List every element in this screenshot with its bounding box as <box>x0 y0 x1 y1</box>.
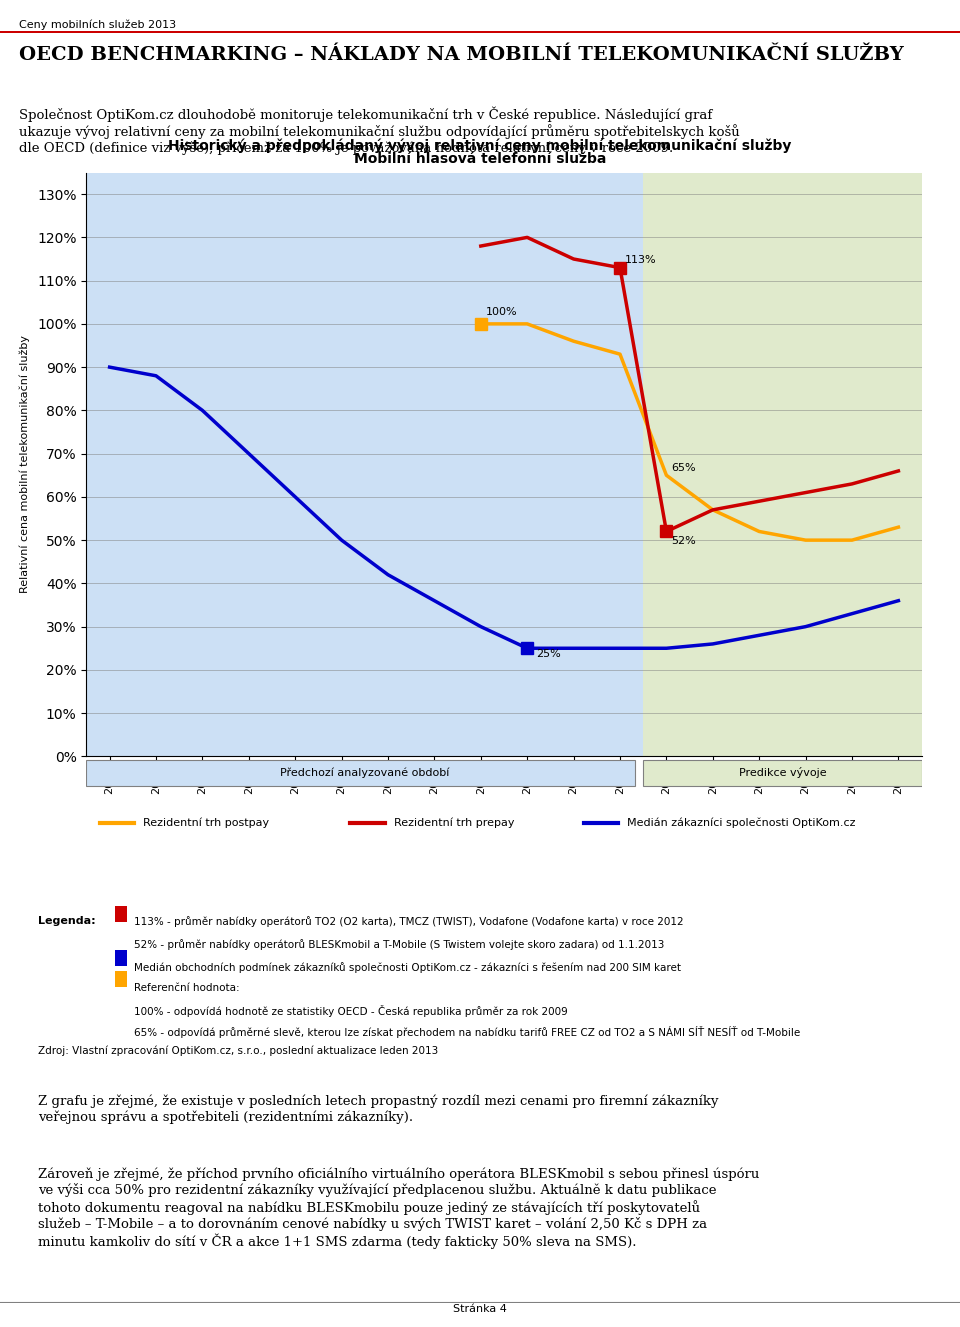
Y-axis label: Relativní cena mobilní telekomunikační služby: Relativní cena mobilní telekomunikační s… <box>19 336 30 593</box>
FancyBboxPatch shape <box>643 759 922 786</box>
Text: 65%: 65% <box>671 463 696 472</box>
Text: 100% - odpovídá hodnotě ze statistiky OECD - Česká republika průměr za rok 2009: 100% - odpovídá hodnotě ze statistiky OE… <box>134 1005 568 1016</box>
Text: Zdroj: Vlastní zpracování OptiKom.cz, s.r.o., poslední aktualizace leden 2013: Zdroj: Vlastní zpracování OptiKom.cz, s.… <box>38 1046 439 1056</box>
Text: Předchozí analyzované období: Předchozí analyzované období <box>280 768 449 778</box>
Text: 113%: 113% <box>625 255 657 265</box>
Text: Rezidentní trh postpay: Rezidentní trh postpay <box>143 817 269 828</box>
Text: Medián zákazníci společnosti OptiKom.cz: Medián zákazníci společnosti OptiKom.cz <box>627 817 855 828</box>
Text: Mobilní hlasová telefonní služba: Mobilní hlasová telefonní služba <box>354 151 606 166</box>
Text: Medián obchodních podmínek zákazníků společnosti OptiKom.cz - zákazníci s řešení: Medián obchodních podmínek zákazníků spo… <box>134 962 682 973</box>
Text: 113% - průměr nabídky operátorů TO2 (O2 karta), TMCZ (TWIST), Vodafone (Vodafone: 113% - průměr nabídky operátorů TO2 (O2 … <box>134 916 684 926</box>
Bar <box>643 173 922 756</box>
Text: 100%: 100% <box>486 308 517 317</box>
Text: Legenda:: Legenda: <box>38 916 96 926</box>
Text: 65% - odpovídá průměrné slevě, kterou lze získat přechodem na nabídku tarifů FRE: 65% - odpovídá průměrné slevě, kterou lz… <box>134 1026 801 1038</box>
Text: 52%: 52% <box>671 536 696 547</box>
Text: 25%: 25% <box>537 649 562 660</box>
FancyBboxPatch shape <box>86 759 635 786</box>
Text: OECD BENCHMARKING – NÁKLADY NA MOBILNÍ TELEKOMUNIKAČNÍ SLUŽBY: OECD BENCHMARKING – NÁKLADY NA MOBILNÍ T… <box>19 46 904 65</box>
Text: Predikce vývoje: Predikce vývoje <box>738 767 827 779</box>
Text: Ceny mobilních služeb 2013: Ceny mobilních služeb 2013 <box>19 20 177 31</box>
Text: Stránka 4: Stránka 4 <box>453 1303 507 1314</box>
Text: Referenční hodnota:: Referenční hodnota: <box>134 983 240 994</box>
Text: Rezidentní trh prepay: Rezidentní trh prepay <box>394 817 515 828</box>
Text: 52% - průměr nabídky operátorů BLESKmobil a T-Mobile (S Twistem volejte skoro za: 52% - průměr nabídky operátorů BLESKmobi… <box>134 940 664 950</box>
Text: Společnost OptiKom.cz dlouhodobě monitoruje telekomunikační trh v České republic: Společnost OptiKom.cz dlouhodobě monitor… <box>19 106 740 155</box>
Text: Z grafu je zřejmé, že existuje v posledních letech propastný rozdíl mezi cenami : Z grafu je zřejmé, že existuje v posledn… <box>38 1095 719 1124</box>
Text: Zároveň je zřejmé, že příchod prvního oficiálního virtuálního operátora BLESKmob: Zároveň je zřejmé, že příchod prvního of… <box>38 1168 759 1249</box>
Bar <box>86 173 643 756</box>
Text: Historický a předpokládaný vývoj relativní ceny mobilní telekomunikační služby: Historický a předpokládaný vývoj relativ… <box>168 138 792 153</box>
